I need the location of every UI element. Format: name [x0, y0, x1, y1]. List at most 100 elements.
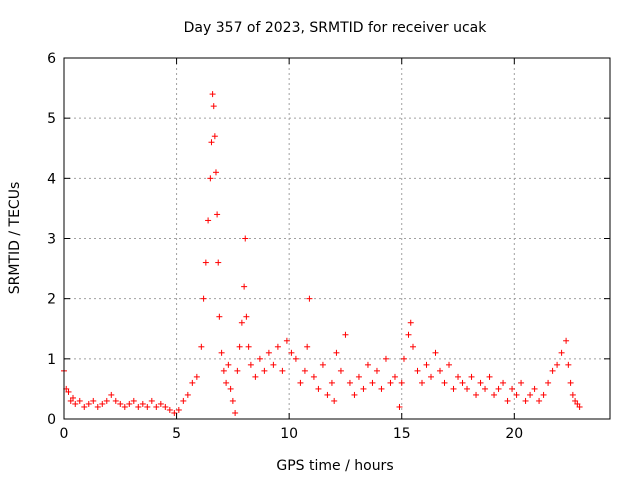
data-point: [135, 403, 142, 410]
data-point: [90, 397, 97, 404]
data-point: [423, 361, 430, 368]
data-point: [99, 400, 106, 407]
data-point: [210, 103, 217, 110]
data-point: [477, 379, 484, 386]
data-point: [418, 379, 425, 386]
data-point: [200, 295, 207, 302]
data-point: [504, 397, 511, 404]
data-point: [459, 379, 466, 386]
data-point: [218, 349, 225, 356]
data-point: [405, 331, 412, 338]
data-point: [270, 361, 277, 368]
data-point: [209, 91, 216, 98]
data-point: [229, 397, 236, 404]
data-point: [148, 397, 155, 404]
data-point: [292, 355, 299, 362]
data-point: [85, 400, 92, 407]
data-point: [175, 406, 182, 413]
data-point: [522, 397, 529, 404]
data-point: [437, 367, 444, 374]
data-point: [157, 400, 164, 407]
data-point: [333, 349, 340, 356]
data-point: [227, 385, 234, 392]
data-point: [527, 391, 534, 398]
data-point: [531, 385, 538, 392]
data-point: [256, 355, 263, 362]
data-point: [208, 139, 215, 146]
data-point: [549, 367, 556, 374]
y-tick-label: 5: [47, 111, 56, 127]
data-point: [554, 361, 561, 368]
y-tick-label: 4: [47, 171, 56, 187]
data-point: [572, 397, 579, 404]
data-point: [108, 391, 115, 398]
data-point: [400, 355, 407, 362]
data-point: [513, 391, 520, 398]
data-point: [382, 355, 389, 362]
data-point: [279, 367, 286, 374]
data-point: [306, 295, 313, 302]
data-point: [184, 391, 191, 398]
data-point: [153, 403, 160, 410]
data-point: [450, 385, 457, 392]
data-point: [495, 385, 502, 392]
data-point: [67, 397, 74, 404]
data-point: [274, 343, 281, 350]
data-point: [331, 397, 338, 404]
data-point: [328, 379, 335, 386]
data-point: [446, 361, 453, 368]
data-point: [563, 337, 570, 344]
data-point: [518, 379, 525, 386]
data-point: [346, 379, 353, 386]
data-point: [252, 373, 259, 380]
data-point: [351, 391, 358, 398]
data-point: [545, 379, 552, 386]
data-point: [360, 385, 367, 392]
data-point: [414, 367, 421, 374]
data-point: [387, 379, 394, 386]
data-point: [432, 349, 439, 356]
data-point: [310, 373, 317, 380]
data-point: [180, 397, 187, 404]
data-point: [238, 319, 245, 326]
y-tick-label: 6: [47, 51, 56, 67]
x-axis-label: GPS time / hours: [276, 458, 393, 474]
data-point: [225, 361, 232, 368]
data-point: [567, 379, 574, 386]
data-point: [94, 403, 101, 410]
data-point: [232, 409, 239, 416]
data-point: [214, 211, 221, 218]
y-axis-label: SRMTID / TECUs: [7, 182, 23, 295]
data-point: [491, 391, 498, 398]
data-point: [234, 367, 241, 374]
data-point: [81, 403, 88, 410]
x-tick-label: 10: [280, 426, 298, 442]
data-point: [70, 394, 77, 401]
data-point: [342, 331, 349, 338]
data-point: [319, 361, 326, 368]
data-point: [65, 388, 72, 395]
data-point: [464, 385, 471, 392]
data-point: [241, 283, 248, 290]
data-point: [245, 343, 252, 350]
data-point: [103, 397, 110, 404]
data-point: [247, 361, 254, 368]
data-point: [211, 133, 218, 140]
data-point: [364, 361, 371, 368]
data-point: [144, 403, 151, 410]
data-point: [565, 361, 572, 368]
data-point: [207, 175, 214, 182]
data-point: [576, 403, 583, 410]
data-point: [540, 391, 547, 398]
data-point: [242, 235, 249, 242]
data-point: [76, 397, 83, 404]
data-point: [193, 373, 200, 380]
x-tick-label: 20: [505, 426, 523, 442]
data-point: [536, 397, 543, 404]
data-point: [558, 349, 565, 356]
data-point: [265, 349, 272, 356]
data-point: [369, 379, 376, 386]
data-point: [441, 379, 448, 386]
x-tick-label: 5: [172, 426, 181, 442]
y-tick-label: 1: [47, 352, 56, 368]
